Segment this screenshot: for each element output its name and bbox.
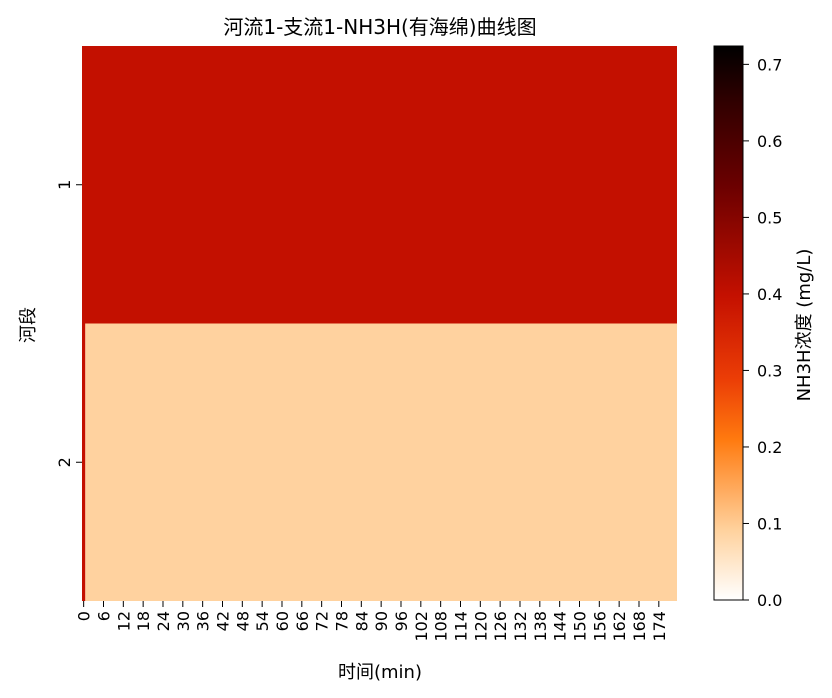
x-tick-label: 48 <box>233 611 252 631</box>
x-tick-label: 66 <box>293 611 312 631</box>
x-tick-label: 54 <box>253 611 272 631</box>
colorbar-tick-label: 0.2 <box>757 438 782 457</box>
x-tick-label: 12 <box>114 611 133 631</box>
x-tick-label: 174 <box>650 611 669 642</box>
x-tick-label: 108 <box>432 611 451 642</box>
x-tick-label: 162 <box>610 611 629 642</box>
x-tick-label: 84 <box>352 611 371 631</box>
colorbar-label: NH3H浓度 (mg/L) <box>794 249 815 402</box>
x-tick-label: 30 <box>174 611 193 631</box>
colorbar-tick-label: 0.5 <box>757 208 782 227</box>
x-tick-label: 96 <box>392 611 411 631</box>
colorbar-tick-label: 0.4 <box>757 285 782 304</box>
heatmap-cells <box>82 46 678 601</box>
x-tick-label: 72 <box>313 611 332 631</box>
x-tick-label: 132 <box>511 611 530 642</box>
x-tick-label: 126 <box>491 611 510 642</box>
x-tick-label: 150 <box>570 611 589 642</box>
x-axis-label: 时间(min) <box>338 662 422 683</box>
x-tick-label: 60 <box>273 611 292 631</box>
x-tick-label: 0 <box>75 611 94 621</box>
x-axis: 0 6 12 18 24 30 36 42 48 54 60 66 72 78 84 90 96 102 108 11… <box>75 601 669 642</box>
y-axis-label: 河段 <box>18 307 39 343</box>
colorbar-tick-label: 0.0 <box>757 591 782 610</box>
colorbar-ticks: 0.0 0.1 0.2 0.3 0.4 0.5 0.6 0.7 <box>743 55 782 610</box>
colorbar-gradient <box>713 45 744 601</box>
colorbar: 0.0 0.1 0.2 0.3 0.4 0.5 0.6 0.7 NH3H浓度 (mg/L) <box>713 45 815 610</box>
x-tick-label: 78 <box>332 611 351 631</box>
x-tick-label: 36 <box>194 611 213 631</box>
x-tick-label: 24 <box>154 611 173 631</box>
x-tick-label: 120 <box>471 611 490 642</box>
x-tick-label: 144 <box>551 611 570 642</box>
x-tick-label: 6 <box>94 611 113 621</box>
colorbar-tick-label: 0.1 <box>757 514 782 533</box>
heatmap-cell <box>85 323 678 601</box>
colorbar-tick-label: 0.6 <box>757 132 782 151</box>
x-tick-label: 114 <box>451 611 470 642</box>
x-tick-label: 102 <box>412 611 431 642</box>
x-tick-label: 168 <box>630 611 649 642</box>
colorbar-tick-label: 0.3 <box>757 361 782 380</box>
x-tick-label: 90 <box>372 611 391 631</box>
y-axis: 12 <box>55 180 82 467</box>
y-tick-label: 1 <box>55 180 74 190</box>
x-tick-label: 42 <box>213 611 232 631</box>
chart-title: 河流1-支流1-NH3H(有海绵)曲线图 <box>223 15 536 39</box>
heatmap-cell <box>82 46 677 324</box>
x-tick-label: 138 <box>531 611 550 642</box>
heatmap-cell <box>82 323 86 601</box>
y-tick-label: 2 <box>55 457 74 467</box>
x-tick-label: 156 <box>590 611 609 642</box>
colorbar-tick-label: 0.7 <box>757 55 782 74</box>
x-tick-label: 18 <box>134 611 153 631</box>
